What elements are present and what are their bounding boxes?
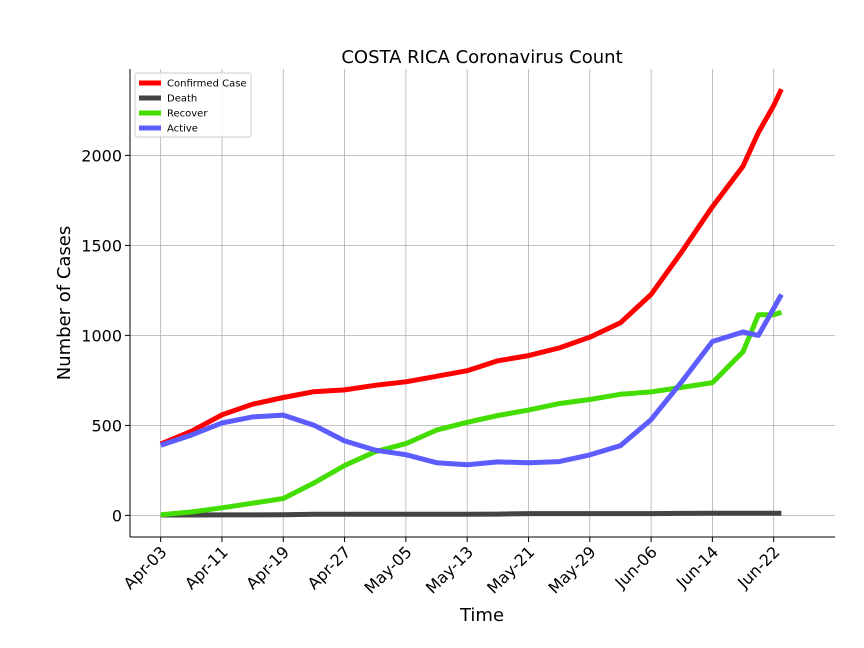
x-axis-ticks: Apr-03 Apr-11 Apr-19 Apr-27 May-05 May-13 May-… — [120, 537, 784, 598]
x-tick-label: Jun-06 — [611, 542, 661, 592]
grid — [130, 69, 835, 537]
series-lines — [159, 88, 784, 518]
series-line-death — [160, 510, 782, 518]
legend-label-active: Active — [167, 124, 198, 135]
legend-label-death: Death — [167, 94, 197, 105]
y-tick-label: 0 — [112, 506, 122, 525]
y-tick-label: 500 — [91, 416, 122, 435]
x-tick-label: Jun-14 — [672, 542, 722, 592]
y-axis-ticks: 0 500 1000 1500 2000 — [81, 146, 130, 525]
series-line-recover — [160, 309, 783, 518]
legend: Confirmed Case Death Recover Active — [134, 72, 252, 138]
y-tick-label: 1000 — [81, 326, 122, 345]
legend-label-confirmed-case: Confirmed Case — [167, 79, 247, 90]
y-axis-title: Number of Cases — [54, 226, 75, 381]
x-tick-label: Apr-03 — [120, 542, 171, 593]
x-tick-label: May-05 — [361, 542, 416, 597]
axes-spines — [129, 69, 835, 538]
chart-title: COSTA RICA Coronavirus Count — [341, 47, 622, 68]
x-axis-title: Time — [459, 605, 504, 626]
x-tick-label: May-29 — [545, 542, 600, 597]
series-line-active — [159, 293, 784, 468]
x-tick-label: Jun-22 — [733, 542, 783, 592]
x-tick-label: Apr-19 — [242, 542, 293, 593]
x-tick-label: Apr-27 — [304, 542, 355, 593]
x-tick-label: May-13 — [422, 542, 477, 597]
legend-box — [134, 72, 252, 138]
x-tick-label: May-21 — [483, 542, 538, 597]
legend-label-recover: Recover — [167, 109, 208, 120]
y-tick-label: 1500 — [81, 236, 122, 255]
y-tick-label: 2000 — [81, 146, 122, 165]
series-line-confirmed-case — [159, 88, 784, 447]
x-tick-label: Apr-11 — [181, 542, 232, 593]
